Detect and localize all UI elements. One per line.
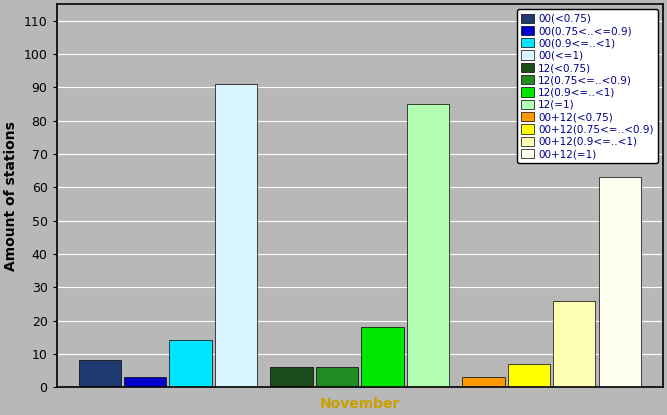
Bar (407, 104, 449, 387)
Bar (79, 361, 121, 387)
Bar (271, 367, 313, 387)
Bar (362, 327, 404, 387)
Legend: 00(<0.75), 00(0.75<..<=0.9), 00(0.9<=..<1), 00(<=1), 12(<0.75), 12(0.75<=..<0.9): 00(<0.75), 00(0.75<..<=0.9), 00(0.9<=..<… (517, 10, 658, 164)
Bar (462, 377, 504, 387)
Bar (169, 340, 211, 387)
Bar (508, 364, 550, 387)
Bar (215, 84, 257, 387)
Bar (124, 377, 166, 387)
Bar (599, 177, 641, 387)
Y-axis label: Amount of stations: Amount of stations (4, 121, 18, 271)
Bar (316, 367, 358, 387)
Bar (554, 300, 596, 387)
